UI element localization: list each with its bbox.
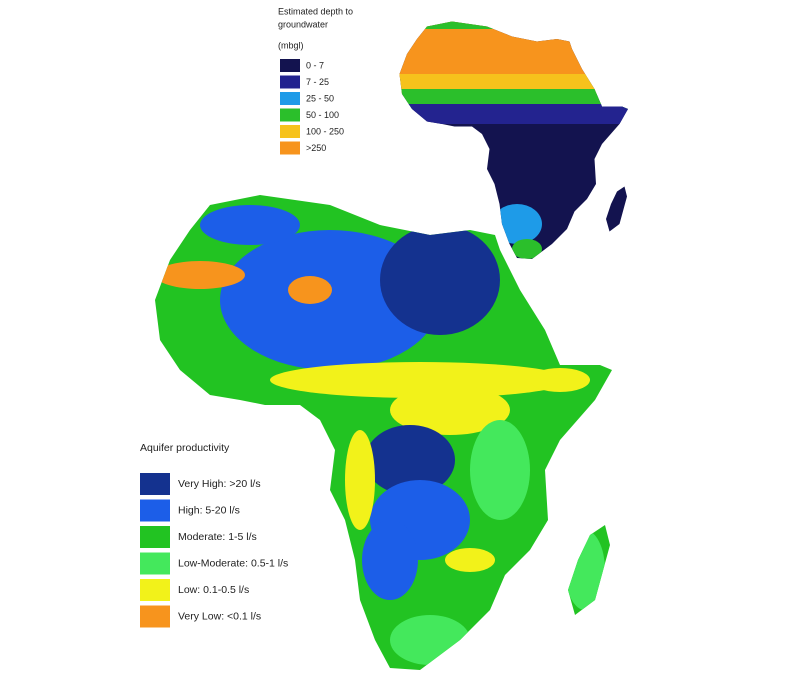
legend-label: High: 5-20 l/s	[178, 504, 240, 516]
legend-swatch	[140, 579, 170, 601]
legend-swatch	[140, 605, 170, 628]
legend-swatch	[140, 526, 170, 548]
legend-label: >250	[306, 143, 326, 153]
legend-label: 0 - 7	[306, 60, 324, 70]
legend-title: Estimated depth to	[278, 6, 353, 16]
legend-label: 7 - 25	[306, 77, 329, 87]
legend-swatch	[140, 473, 170, 495]
legend-swatch	[280, 125, 300, 138]
legend-label: Moderate: 1-5 l/s	[178, 531, 257, 543]
legend-swatch	[280, 92, 300, 105]
legend-label: Low-Moderate: 0.5-1 l/s	[178, 557, 288, 569]
legend-title: Aquifer productivity	[140, 442, 230, 454]
legend-label: 100 - 250	[306, 126, 344, 136]
legend-unit: (mbgl)	[278, 40, 304, 50]
legend-title: groundwater	[278, 19, 328, 29]
legend-swatch	[280, 75, 300, 89]
productivity-map	[155, 195, 612, 670]
depth-map	[399, 21, 628, 259]
legend-label: 25 - 50	[306, 93, 334, 103]
legend-swatch	[140, 499, 170, 522]
legend-label: 50 - 100	[306, 110, 339, 120]
legend-label: Low: 0.1-0.5 l/s	[178, 584, 249, 596]
legend-swatch	[140, 552, 170, 575]
legend-swatch	[280, 59, 300, 72]
legend-label: Very Low: <0.1 l/s	[178, 610, 261, 622]
legend-swatch	[280, 108, 300, 122]
legend-label: Very High: >20 l/s	[178, 478, 261, 490]
legend-swatch	[280, 141, 300, 155]
